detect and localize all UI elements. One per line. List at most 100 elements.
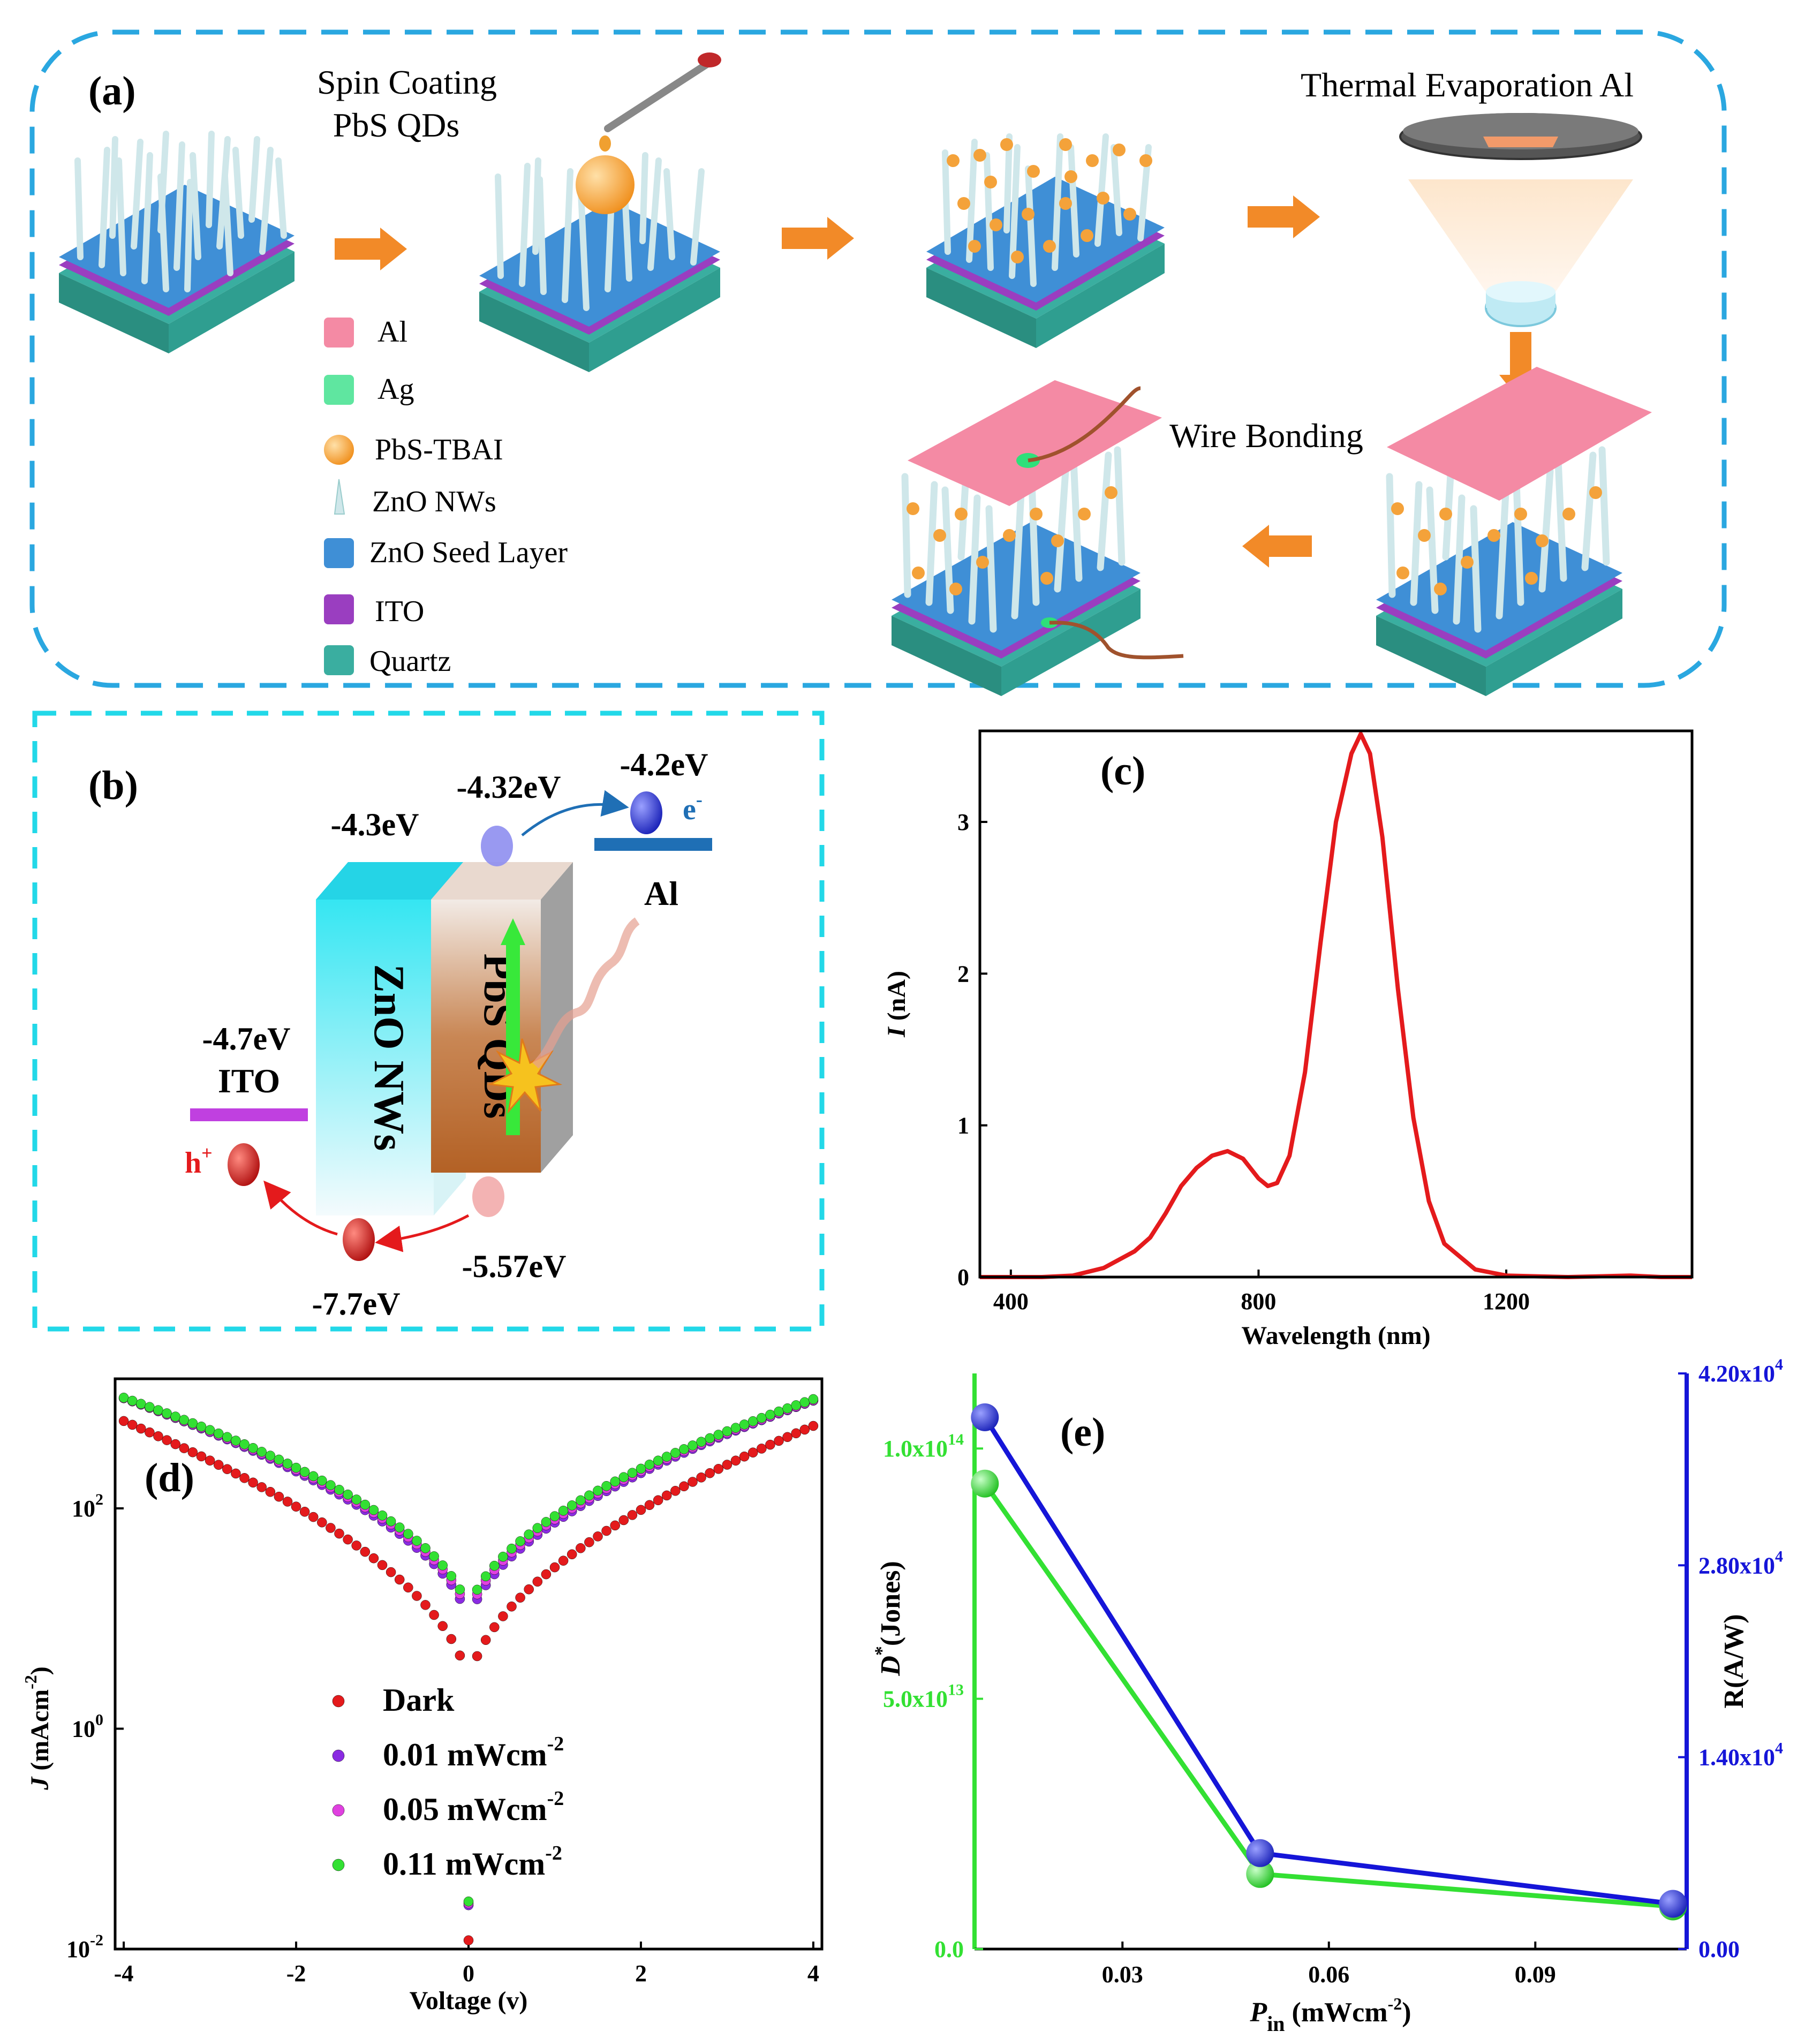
hole-transfer-arrow-1 (375, 1214, 470, 1252)
chart-e: (e) 0.03 0.06 0.09 0.0 5.0x1013 1.0x1014 0.00 1.… (871, 1356, 1783, 2036)
ito-level-text: -4.7eV (202, 1021, 291, 1056)
zno-label: ZnO NWs (365, 964, 412, 1151)
y-right-tick-exp: 4 (1775, 1356, 1783, 1373)
y-tick-exp: -2 (90, 1931, 103, 1949)
series-0-point-1 (1246, 1860, 1274, 1888)
data-point (127, 1395, 138, 1406)
panel-b-label: (b) (88, 763, 138, 808)
y-tick-label-0: 0 (957, 1264, 969, 1290)
panel-a-frame (29, 29, 1727, 688)
data-point (524, 1529, 534, 1539)
data-point (412, 1591, 422, 1601)
legend-text-zno-nw: ZnO NWs (372, 485, 496, 518)
y-left-tick-label-0: 0.0 (934, 1936, 964, 1962)
hole-transfer-arrow-2 (263, 1180, 338, 1236)
series-1-point-2 (1659, 1890, 1687, 1918)
data-point (291, 1462, 301, 1473)
data-point (377, 1511, 388, 1521)
data-point (472, 1584, 482, 1595)
data-point (429, 1551, 439, 1561)
data-point (308, 1512, 319, 1522)
ito-label: ITO (218, 1062, 280, 1100)
data-point (429, 1610, 439, 1620)
data-point (739, 1419, 750, 1430)
legend-swatch-quartz (324, 645, 354, 675)
data-point (774, 1436, 784, 1446)
pbs-block-top (431, 862, 573, 900)
data-point (239, 1439, 250, 1449)
y-axis-label-main: I (882, 1026, 911, 1038)
panel-a: (a) Spin Coating PbS QDs Thermal Evapora… (29, 29, 1727, 696)
zno-block-top (316, 862, 466, 900)
electron-label: e- (683, 789, 703, 826)
data-point (455, 1584, 465, 1595)
data-point (334, 1485, 344, 1495)
data-point (791, 1400, 801, 1410)
data-point (145, 1427, 155, 1438)
al-level-text: -4.2eV (620, 747, 708, 782)
legend-swatch-al (324, 318, 354, 348)
data-point (567, 1549, 577, 1560)
x-axis-label-unit: (mWcm (1285, 1997, 1388, 2028)
y-tick-exp: 2 (95, 1491, 103, 1508)
data-point (644, 1500, 655, 1511)
data-point (661, 1490, 672, 1501)
legend-label-text: 0.05 mWcm (383, 1792, 547, 1827)
chart-c-panel-label: (c) (1100, 749, 1145, 794)
data-point (601, 1526, 611, 1536)
data-point (601, 1481, 611, 1491)
data-point (231, 1436, 241, 1446)
data-point (515, 1592, 525, 1603)
data-point (256, 1482, 267, 1492)
wire-bonding-text: Wire Bonding (1169, 417, 1363, 455)
x-tick-label-1: 0.06 (1308, 1961, 1349, 1988)
data-point (567, 1500, 577, 1511)
data-point (162, 1435, 172, 1445)
y-left-tick-text: 0.0 (934, 1936, 964, 1962)
pbs-electron-icon (481, 826, 513, 866)
data-point (808, 1394, 819, 1404)
legend-label-2: 0.05 mWcm-2 (383, 1787, 564, 1827)
x-tick-label-0: -4 (114, 1960, 134, 1987)
data-point (480, 1635, 491, 1645)
legend-marker-1 (332, 1749, 345, 1762)
data-point (360, 1499, 371, 1510)
data-point (593, 1485, 603, 1496)
legend-label-text: 0.11 mWcm (383, 1846, 545, 1882)
y-right-tick-text: 1.40x10 (1698, 1745, 1775, 1771)
data-point (127, 1419, 138, 1430)
data-point (627, 1510, 638, 1520)
device-step-3 (926, 133, 1165, 348)
data-point (394, 1522, 405, 1532)
panel-a-label: (a) (88, 69, 136, 114)
data-point (463, 1896, 474, 1907)
y-tick-label-2: 2 (957, 961, 969, 987)
pbs-block-side (541, 862, 573, 1173)
data-point (196, 1451, 207, 1462)
y-left-label-main: D (875, 1656, 906, 1676)
y-tick-label-1: 1 (957, 1113, 969, 1139)
data-point (636, 1505, 646, 1515)
data-point (282, 1459, 293, 1469)
electron-transfer-arrow (521, 790, 629, 836)
chart-e-panel-label: (e) (1060, 1410, 1105, 1455)
y-right-tick-exp: 4 (1775, 1740, 1783, 1757)
data-point (576, 1495, 586, 1506)
chart-d-frame (114, 1377, 824, 1951)
data-point (653, 1495, 663, 1506)
data-point (437, 1621, 448, 1632)
series-1-point-0 (971, 1403, 999, 1431)
data-point (653, 1455, 663, 1466)
data-point (386, 1567, 396, 1577)
data-point (765, 1439, 775, 1450)
data-point (308, 1471, 319, 1482)
data-point (584, 1537, 594, 1547)
legend-swatch-ag (324, 375, 354, 405)
data-point (213, 1460, 224, 1470)
excitation-arrow-head (501, 918, 525, 945)
data-point (549, 1562, 560, 1573)
data-point (636, 1463, 646, 1474)
data-point (187, 1418, 198, 1429)
data-point (610, 1520, 620, 1531)
light-wave-icon (532, 917, 640, 1069)
